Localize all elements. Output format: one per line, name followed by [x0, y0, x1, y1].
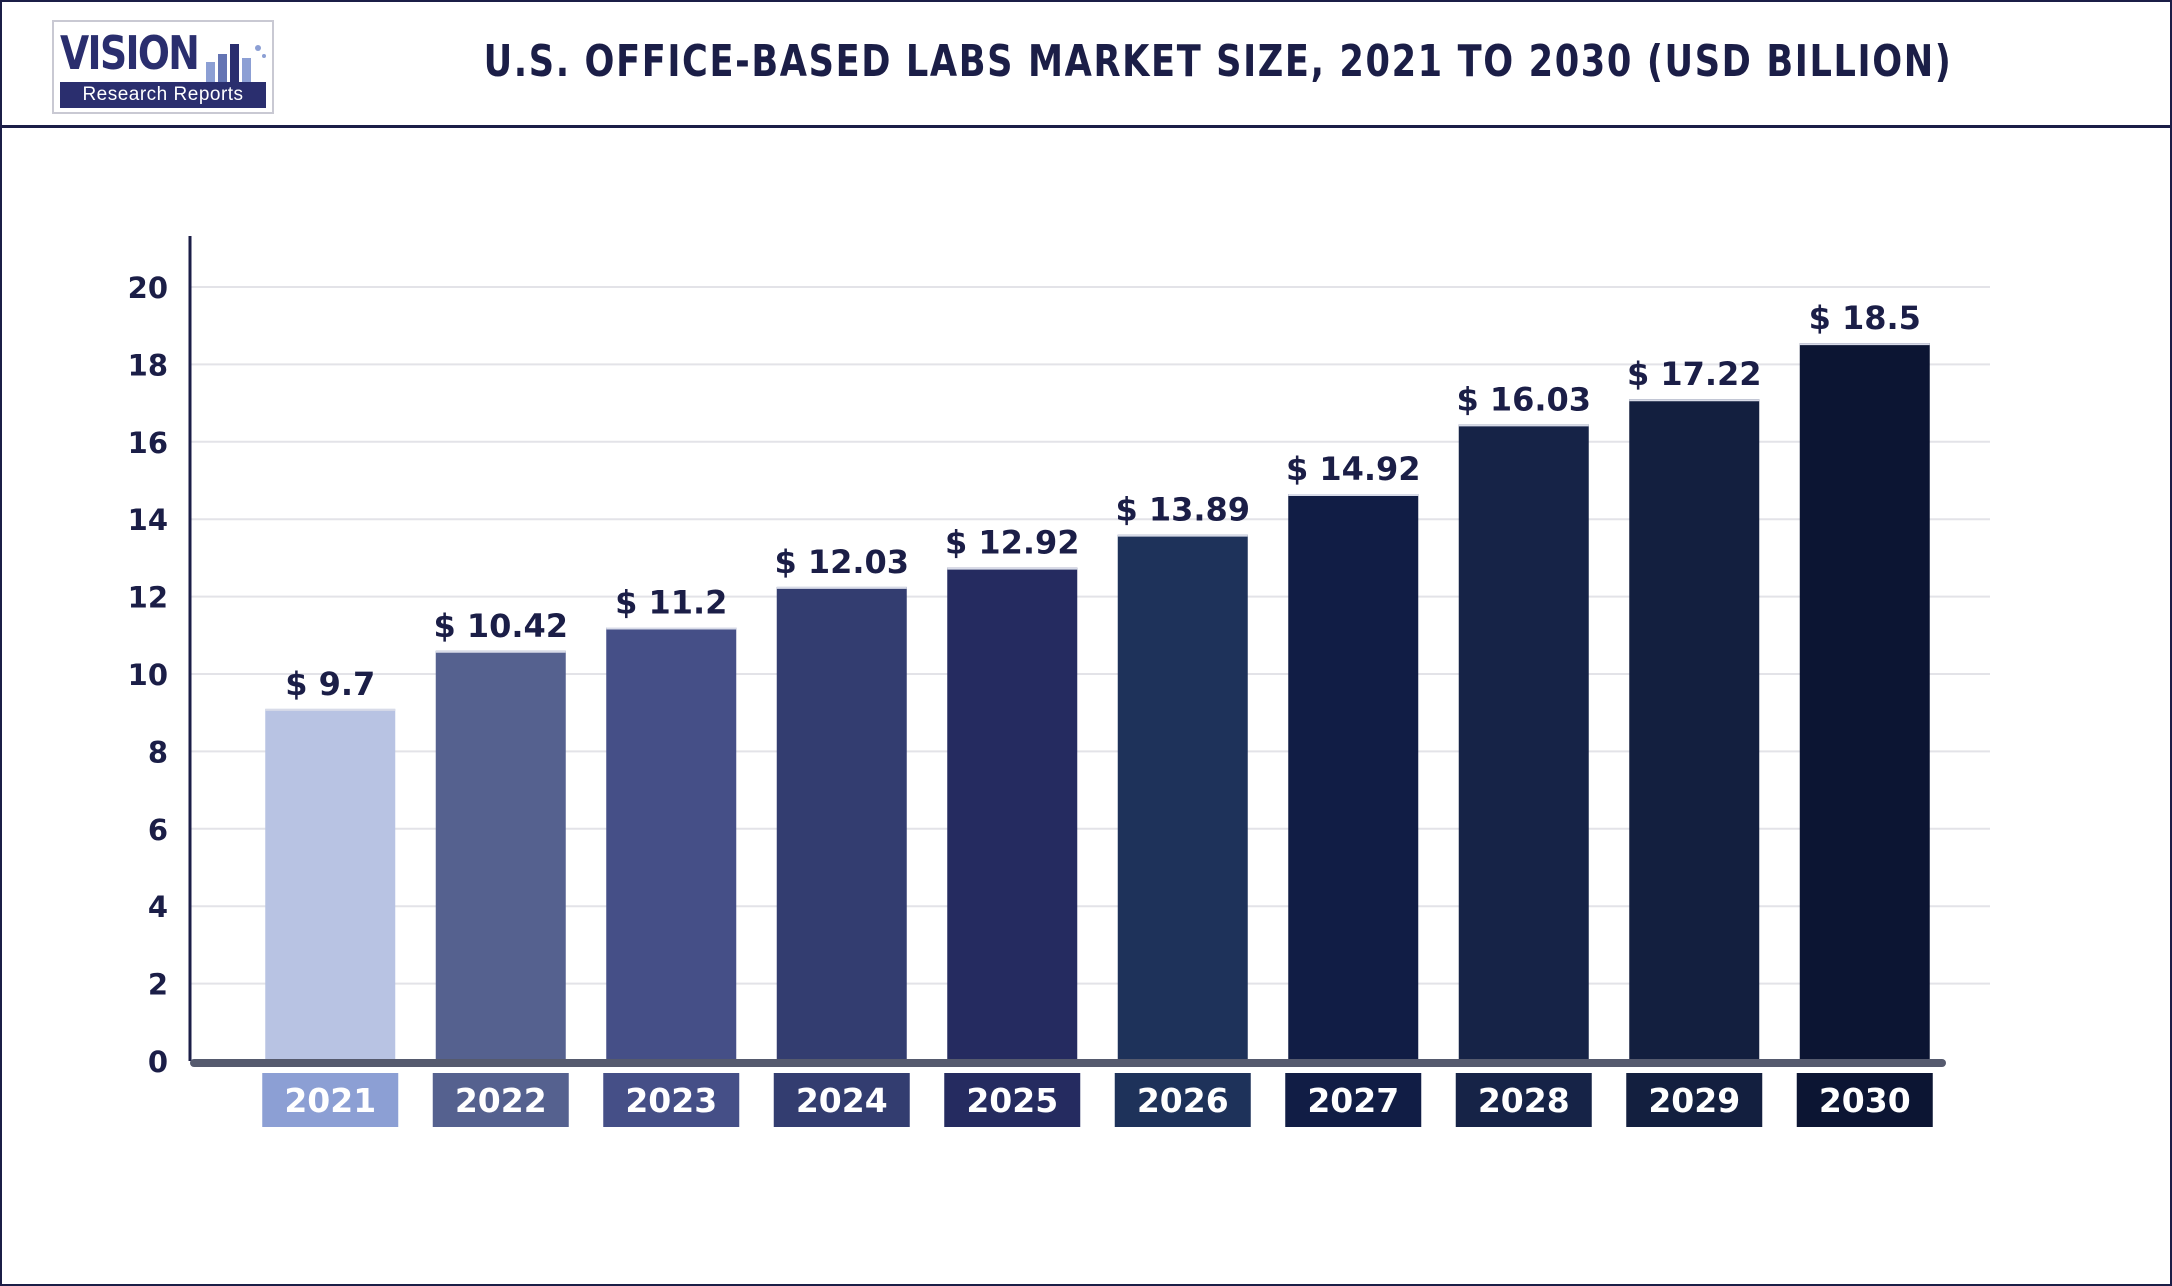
- data-label: $ 16.03: [1456, 380, 1591, 418]
- data-label: $ 17.22: [1627, 355, 1762, 393]
- data-label: $ 14.92: [1286, 450, 1421, 488]
- data-labels: $ 9.7 $ 10.42 $ 11.2 $ 12.03 $ 12.92 $ 13.89 $…: [285, 299, 1921, 703]
- y-tick-label: 4: [148, 890, 168, 924]
- data-label: $ 13.89: [1115, 491, 1250, 529]
- bar-2027: [1288, 494, 1419, 1061]
- bar-2025: [947, 567, 1078, 1061]
- bar-2021: [265, 708, 396, 1061]
- x-tick-label: 2024: [796, 1081, 888, 1120]
- category-box: [603, 1073, 740, 1127]
- category-box: [944, 1073, 1081, 1127]
- category-box: [1455, 1073, 1592, 1127]
- category-box: [1796, 1073, 1933, 1127]
- y-tick-label: 6: [148, 813, 168, 847]
- category-box: [1285, 1073, 1422, 1127]
- bars: [265, 343, 1930, 1062]
- x-tick-label: 2028: [1478, 1081, 1570, 1120]
- bar-2028: [1458, 424, 1589, 1061]
- x-tick-label: 2023: [625, 1081, 717, 1120]
- category-box: [773, 1073, 910, 1127]
- x-tick-label: 2021: [284, 1081, 376, 1120]
- x-tick-label: 2026: [1137, 1081, 1229, 1120]
- category-box: [432, 1073, 569, 1127]
- chart-header: VISION Research Reports U.S. OFFICE-BASE…: [0, 0, 2172, 128]
- data-label: $ 9.7: [285, 665, 375, 703]
- x-axis-baseline: [190, 1059, 1946, 1067]
- y-tick-label: 16: [128, 426, 168, 460]
- logo-subtitle: Research Reports: [60, 82, 266, 108]
- y-axis-ticks: 0 2 4 6 8 10 12 14 16 18 20: [128, 271, 168, 1079]
- data-label: $ 10.42: [433, 607, 568, 645]
- page-title-text: U.S. OFFICE-BASED LABS MARKET SIZE, 2021…: [483, 36, 1953, 87]
- x-tick-label: 2022: [455, 1081, 547, 1120]
- data-label: $ 11.2: [615, 584, 727, 622]
- y-tick-label: 12: [128, 581, 168, 615]
- bar-2030: [1799, 343, 1930, 1061]
- x-tick-label: 2030: [1819, 1081, 1911, 1120]
- bar-2026: [1117, 534, 1248, 1061]
- bar-2024: [776, 586, 907, 1061]
- x-tick-label: 2029: [1648, 1081, 1740, 1120]
- data-label: $ 12.03: [774, 543, 909, 581]
- category-box: [1114, 1073, 1251, 1127]
- category-box: [1626, 1073, 1763, 1127]
- logo-bars-icon: [206, 44, 266, 88]
- y-tick-label: 2: [148, 968, 168, 1002]
- y-tick-label: 14: [128, 503, 168, 537]
- x-tick-label: 2025: [966, 1081, 1058, 1120]
- page-title: U.S. OFFICE-BASED LABS MARKET SIZE, 2021…: [300, 36, 2040, 87]
- logo-wordmark: VISION: [60, 26, 200, 80]
- x-tick-label: 2027: [1307, 1081, 1399, 1120]
- y-tick-label: 0: [148, 1045, 168, 1079]
- y-tick-label: 8: [148, 735, 168, 769]
- data-label: $ 18.5: [1809, 299, 1921, 337]
- category-box: [262, 1073, 399, 1127]
- y-tick-label: 10: [128, 658, 168, 692]
- data-label: $ 12.92: [945, 524, 1080, 562]
- vision-research-reports-logo: VISION Research Reports: [52, 20, 274, 114]
- bar-2023: [606, 627, 737, 1061]
- x-axis-categories: 2021 2022 2023 2024 2025 2026 2027 2028 2029 2030: [262, 1073, 1933, 1127]
- bar-2022: [435, 650, 566, 1061]
- bar-2029: [1629, 399, 1760, 1062]
- y-tick-label: 20: [128, 271, 168, 305]
- y-tick-label: 18: [128, 348, 168, 382]
